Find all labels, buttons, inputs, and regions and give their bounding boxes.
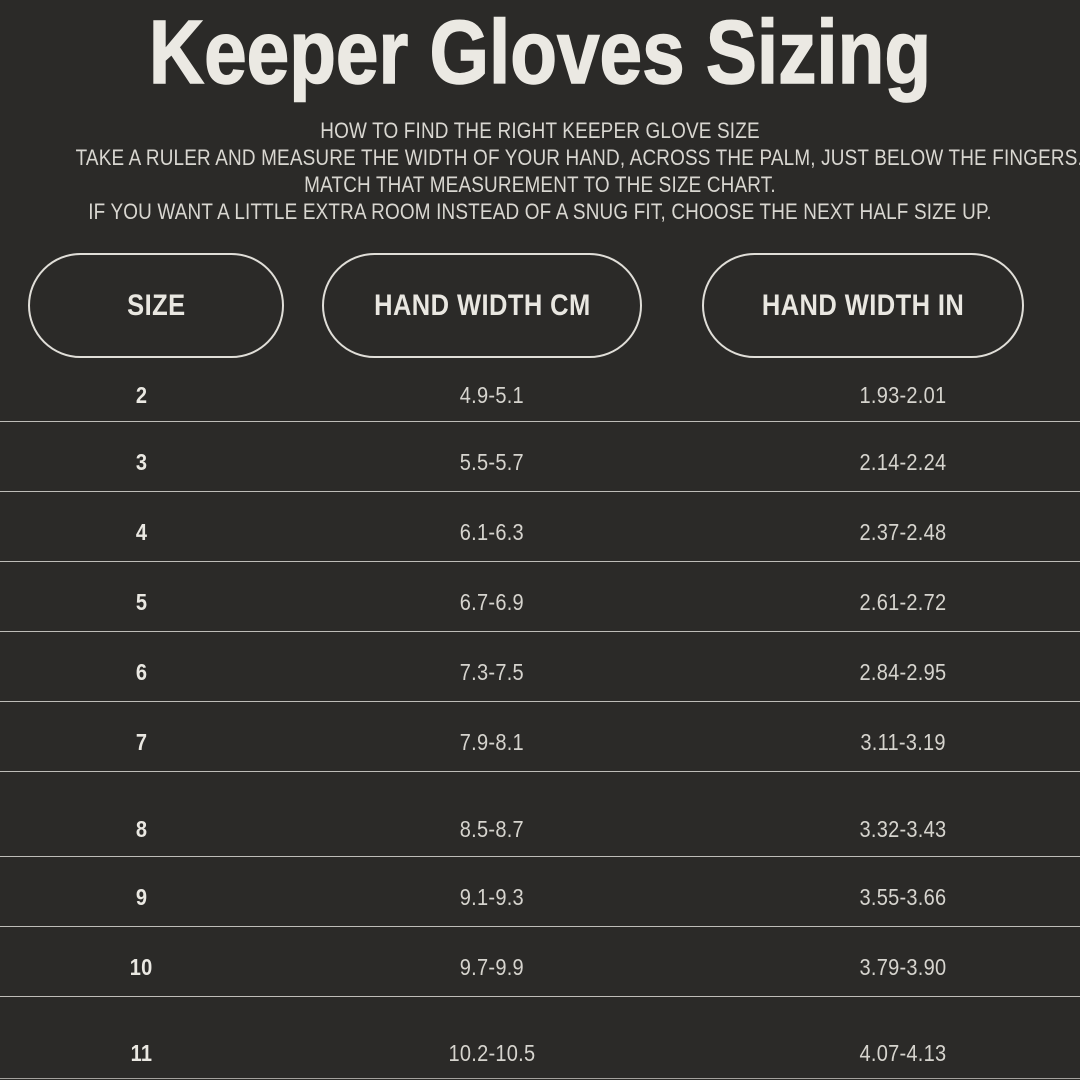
cell-hand-width-cm: 9.7-9.9	[459, 954, 525, 980]
table-row: 5 6.7-6.9 2.61-2.72	[0, 561, 1080, 631]
cell-size: 4	[135, 519, 148, 545]
cell-hand-width-cm: 9.1-9.3	[459, 884, 525, 910]
cell-hand-width-cm: 7.9-8.1	[459, 729, 525, 755]
cell-hand-width-in: 2.61-2.72	[859, 589, 947, 615]
cell-hand-width-in: 3.32-3.43	[859, 816, 947, 842]
table-row: 8 8.5-8.7 3.32-3.43	[0, 771, 1080, 856]
table-row: 3 5.5-5.7 2.14-2.24	[0, 421, 1080, 491]
table-row: 10 9.7-9.9 3.79-3.90	[0, 926, 1080, 996]
cell-size: 8	[135, 816, 148, 842]
cell-hand-width-cm: 10.2-10.5	[448, 1039, 536, 1066]
cell-hand-width-in: 4.07-4.13	[859, 1039, 947, 1066]
cell-hand-width-in: 2.14-2.24	[859, 449, 947, 475]
page-title: Keeper Gloves Sizing	[148, 3, 932, 103]
cell-size: 7	[135, 729, 148, 755]
cell-size: 2	[135, 381, 148, 408]
instructions-block: HOW TO FIND THE RIGHT KEEPER GLOVE SIZE …	[0, 117, 1080, 225]
column-header-size: SIZE	[28, 253, 284, 358]
cell-hand-width-in: 2.84-2.95	[859, 659, 947, 685]
cell-size: 10	[130, 954, 153, 980]
cell-size: 6	[135, 659, 148, 685]
table-row: 9 9.1-9.3 3.55-3.66	[0, 856, 1080, 926]
column-header-size-label: SIZE	[126, 288, 186, 322]
cell-size: 9	[135, 884, 148, 910]
cell-hand-width-in: 3.11-3.19	[860, 729, 946, 755]
table-row: 7 7.9-8.1 3.11-3.19	[0, 701, 1080, 771]
cell-size: 3	[135, 449, 148, 475]
instruction-line: MATCH THAT MEASUREMENT TO THE SIZE CHART…	[304, 172, 776, 197]
cell-hand-width-cm: 7.3-7.5	[459, 659, 525, 685]
table-row: 6 7.3-7.5 2.84-2.95	[0, 631, 1080, 701]
cell-hand-width-cm: 5.5-5.7	[459, 449, 525, 475]
column-header-hand-width-cm-label: HAND WIDTH CM	[373, 288, 591, 322]
cell-hand-width-cm: 6.7-6.9	[459, 589, 525, 615]
column-header-hand-width-cm: HAND WIDTH CM	[322, 253, 642, 358]
cell-hand-width-cm: 6.1-6.3	[459, 519, 525, 545]
table-row: 2 4.9-5.1 1.93-2.01	[0, 358, 1080, 421]
table-row: 11 10.2-10.5 4.07-4.13	[0, 996, 1080, 1079]
table-row: 4 6.1-6.3 2.37-2.48	[0, 491, 1080, 561]
cell-hand-width-cm: 4.9-5.1	[459, 381, 525, 408]
cell-hand-width-in: 3.55-3.66	[859, 884, 947, 910]
cell-hand-width-cm: 8.5-8.7	[459, 816, 525, 842]
column-header-hand-width-in-label: HAND WIDTH IN	[761, 288, 965, 322]
instruction-line: HOW TO FIND THE RIGHT KEEPER GLOVE SIZE	[320, 118, 760, 143]
cell-hand-width-in: 2.37-2.48	[859, 519, 947, 545]
cell-hand-width-in: 3.79-3.90	[859, 954, 947, 980]
cell-size: 5	[135, 589, 148, 615]
cell-hand-width-in: 1.93-2.01	[859, 381, 947, 408]
size-table: 2 4.9-5.1 1.93-2.01 3 5.5-5.7 2.14-2.24 …	[0, 358, 1080, 1079]
column-header-hand-width-in: HAND WIDTH IN	[702, 253, 1024, 358]
instruction-line: TAKE A RULER AND MEASURE THE WIDTH OF YO…	[75, 145, 1080, 170]
instruction-line: IF YOU WANT A LITTLE EXTRA ROOM INSTEAD …	[88, 199, 992, 224]
cell-size: 11	[130, 1039, 153, 1066]
